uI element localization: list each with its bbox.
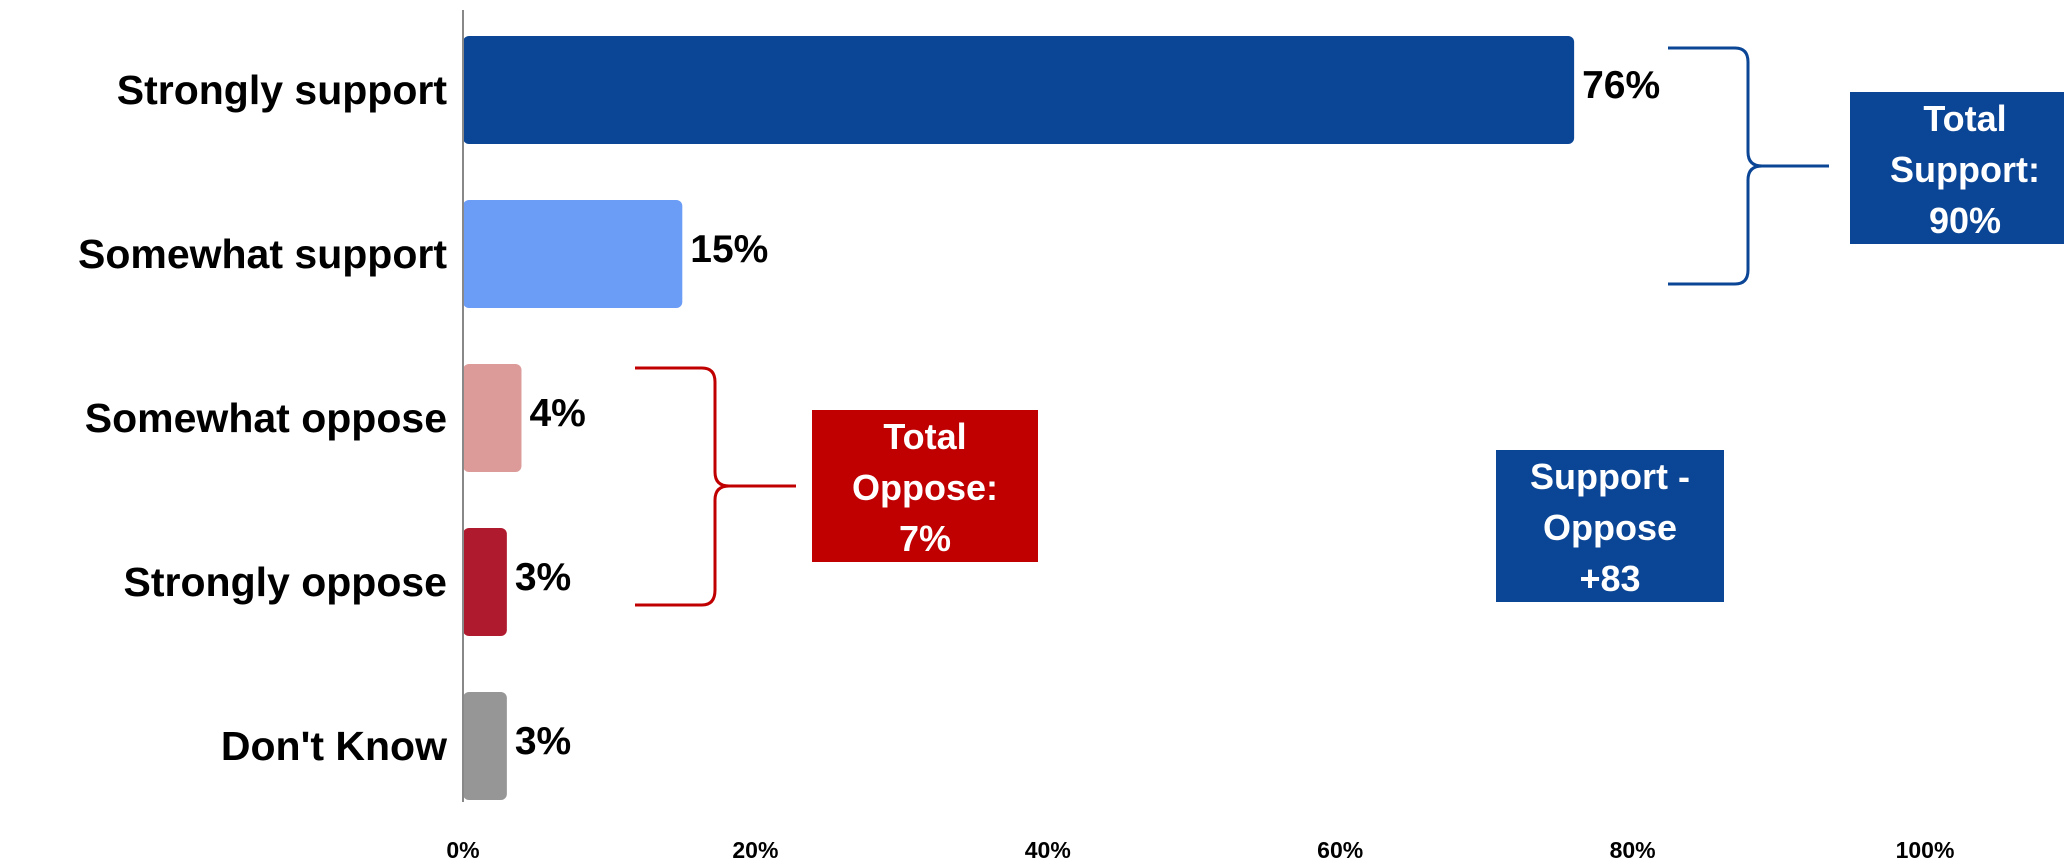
- category-label-strongly-oppose: Strongly oppose: [124, 559, 447, 605]
- bar-strongly-support: [463, 36, 1575, 144]
- bar-somewhat-oppose: [463, 364, 522, 472]
- value-label-strongly-support: 76%: [1582, 64, 1660, 107]
- value-label-don-t-know: 3%: [515, 720, 571, 763]
- x-tick-label: 100%: [1896, 837, 1955, 862]
- bar-don-t-know: [463, 692, 507, 800]
- annotation-text-net: Support -: [1530, 456, 1690, 497]
- annotation-text-total-oppose: Oppose:: [852, 467, 998, 508]
- annotation-layer: Total Support: 90% Total Oppose: 7% Support - O…: [812, 92, 2064, 602]
- value-label-strongly-oppose: 3%: [515, 556, 571, 599]
- x-tick-label: 80%: [1610, 837, 1656, 862]
- annotation-text-total-support: Support:: [1890, 149, 2040, 190]
- x-tick-label: 40%: [1025, 837, 1071, 862]
- oppose-bracket: [635, 366, 796, 607]
- support-bracket: [1668, 46, 1829, 286]
- x-tick-label: 20%: [732, 837, 778, 862]
- annotation-text-total-support: 90%: [1929, 200, 2001, 241]
- category-label-somewhat-oppose: Somewhat oppose: [85, 395, 447, 441]
- bar-strongly-oppose: [463, 528, 507, 636]
- category-label-don-t-know: Don't Know: [221, 723, 447, 769]
- bracket-layer: [635, 46, 1829, 607]
- x-axis-ticks: 0% 20% 40% 60% 80% 100%: [446, 837, 1954, 862]
- labels-layer: Strongly support 76% Somewhat support 15% So…: [78, 64, 1660, 769]
- value-label-somewhat-support: 15%: [690, 228, 768, 271]
- annotation-box-total-oppose: [812, 410, 1038, 562]
- x-tick-label: 60%: [1317, 837, 1363, 862]
- x-tick-label: 0%: [446, 837, 479, 862]
- annotation-box-total-support: [1850, 92, 2064, 244]
- bar-somewhat-support: [463, 200, 683, 308]
- annotation-text-total-oppose: 7%: [899, 518, 951, 559]
- category-label-strongly-support: Strongly support: [117, 67, 448, 113]
- annotation-box-net: [1496, 450, 1724, 602]
- category-label-somewhat-support: Somewhat support: [78, 231, 447, 277]
- annotation-text-total-support: Total: [1923, 98, 2006, 139]
- annotation-text-net: +83: [1579, 558, 1640, 599]
- value-label-somewhat-oppose: 4%: [529, 392, 585, 435]
- bars-layer: [463, 36, 1575, 800]
- annotation-text-total-oppose: Total: [883, 416, 966, 457]
- annotation-text-net: Oppose: [1543, 507, 1677, 548]
